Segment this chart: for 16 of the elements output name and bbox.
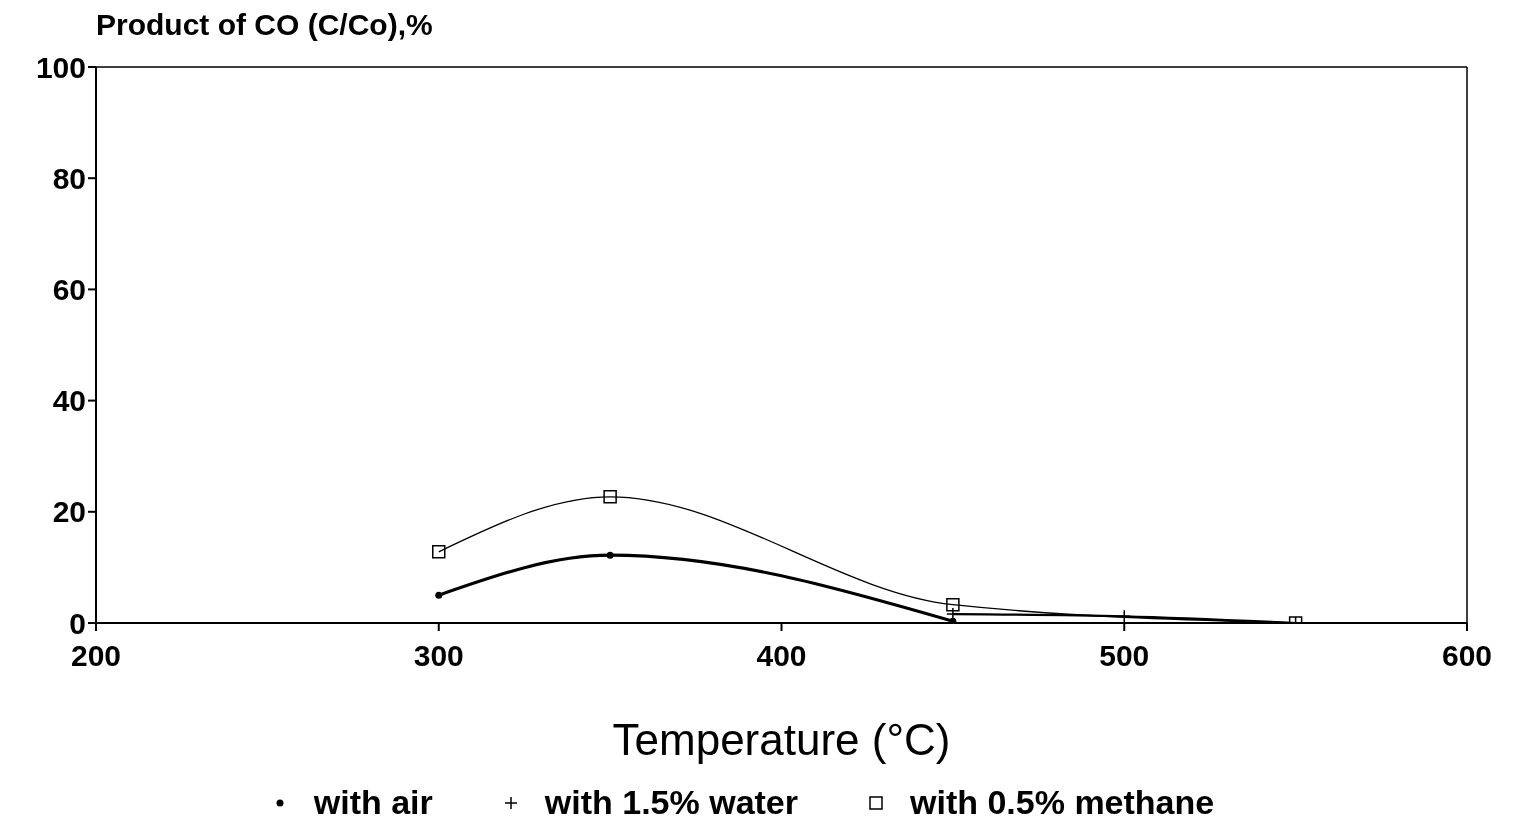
- y-tick-label: 40: [52, 384, 86, 418]
- y-tick-label: 0: [69, 606, 86, 640]
- y-tick-label: 60: [52, 273, 86, 307]
- legend-label: with air: [313, 783, 433, 822]
- legend-label: with 0.5% methane: [910, 783, 1215, 822]
- y-tick-label: 80: [52, 161, 86, 195]
- x-axis-title: Temperature (°C): [612, 715, 951, 764]
- y-tick-label: 100: [35, 50, 86, 84]
- x-tick-label: 200: [70, 639, 122, 673]
- x-tick-label: 500: [1099, 639, 1150, 673]
- y-tick-label: 20: [52, 495, 86, 529]
- x-tick-label: 400: [756, 639, 807, 673]
- x-tick-label: 300: [413, 639, 464, 673]
- legend-label: with 1.5% water: [544, 783, 799, 822]
- y-axis-title: Product of CO (C/Co),%: [96, 8, 434, 43]
- x-tick-label: 600: [1441, 639, 1493, 673]
